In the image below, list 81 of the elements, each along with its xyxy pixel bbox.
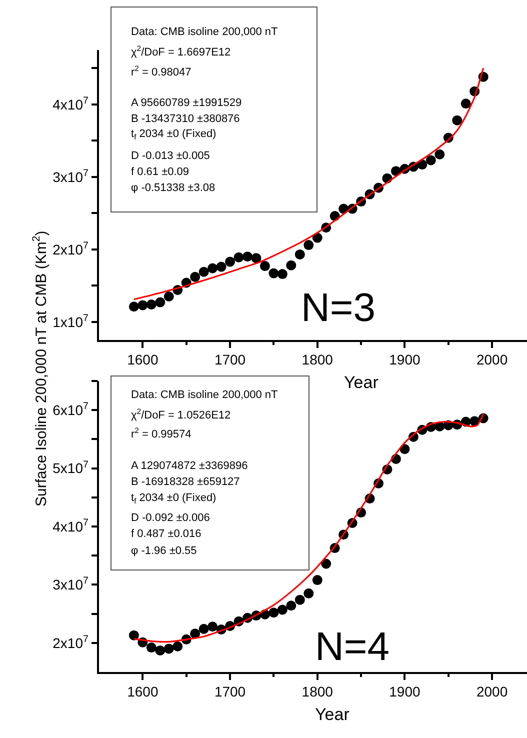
annotation: D -0.013 ±0.005 <box>131 150 210 162</box>
point <box>164 292 174 302</box>
annotation: N=3 <box>301 286 376 330</box>
y-tick-label: 5x10$^{7}$ <box>52 459 88 476</box>
x-tick-label: 1600 <box>127 352 158 368</box>
point <box>260 261 270 272</box>
point <box>304 240 314 250</box>
annotation: t$_{f}$ 2034 ±0 (Fixed) <box>131 492 216 506</box>
point <box>138 300 148 310</box>
point <box>268 608 279 618</box>
point <box>128 630 139 640</box>
point <box>304 588 314 598</box>
point <box>417 160 428 170</box>
annotation: χ$^{2}$/DoF = 1.0526E12 <box>131 407 231 422</box>
y-tick-label: 6x10$^{7}$ <box>52 401 88 418</box>
point <box>268 268 279 278</box>
point <box>225 256 236 267</box>
annotation: φ -0.51338 ±3.08 <box>131 182 216 194</box>
point <box>251 253 262 264</box>
point <box>146 299 156 310</box>
annotation: B -13437310 ±380876 <box>131 113 240 125</box>
point <box>286 260 296 270</box>
point <box>312 232 322 243</box>
point <box>208 622 218 632</box>
point <box>277 604 288 615</box>
point <box>155 297 166 308</box>
annotation: r$^{2}$ = 0.99574 <box>131 426 192 441</box>
x-axis-title: Year <box>344 373 379 392</box>
point <box>277 269 288 280</box>
annotation: A 129074872 ±3369896 <box>131 460 248 472</box>
y-tick-label: 3x10$^{7}$ <box>52 168 88 185</box>
annotation: D -0.092 ±0.006 <box>131 512 210 524</box>
point <box>294 594 305 605</box>
point <box>164 644 174 654</box>
point <box>208 263 218 274</box>
y-tick-label: 4x10$^{7}$ <box>52 518 88 534</box>
x-tick-label: 1900 <box>389 684 420 700</box>
x-tick-label: 1900 <box>389 352 420 368</box>
annotation: N=4 <box>315 625 390 669</box>
point <box>190 628 200 639</box>
point <box>434 149 445 160</box>
annotation: Data: CMB isoline 200,000 nT <box>131 389 278 401</box>
y-tick-label: 2x10$^{7}$ <box>52 240 88 258</box>
x-tick-label: 1700 <box>214 684 246 700</box>
annotation: f 0.61 ±0.09 <box>131 166 190 178</box>
point <box>294 249 305 260</box>
point <box>460 98 471 109</box>
x-axis-title: Year <box>315 705 350 724</box>
x-tick-label: 2000 <box>476 684 508 700</box>
point <box>198 624 209 634</box>
point <box>321 558 332 569</box>
y-tick-label: 3x10$^{7}$ <box>52 576 88 593</box>
annotation: r$^{2}$ = 0.98047 <box>131 64 192 79</box>
point <box>452 115 462 126</box>
point <box>155 645 166 656</box>
annotation: φ -1.96 ±0.55 <box>131 545 197 557</box>
annotation: f 0.487 ±0.016 <box>131 528 202 540</box>
x-tick-label: 1600 <box>127 684 158 700</box>
point <box>146 642 156 653</box>
text: Data: CMB isoline 200,000 nT <box>131 26 278 38</box>
x-tick-label: 1800 <box>302 684 334 700</box>
x-tick-label: 2000 <box>476 352 508 368</box>
point <box>242 252 252 262</box>
point <box>286 600 296 611</box>
x-tick-label: 1800 <box>302 352 334 368</box>
x-tick-label: 1700 <box>214 352 246 368</box>
annotation: A 95660789 ±1991529 <box>131 97 242 109</box>
point <box>426 155 436 166</box>
point <box>128 302 139 312</box>
y-tick-label: 2x10$^{7}$ <box>52 634 88 651</box>
y-tick-label: 4x10$^{7}$ <box>52 95 88 112</box>
point <box>234 252 244 262</box>
annotation: t$_{f}$ 2034 ±0 (Fixed) <box>131 128 216 142</box>
y-tick-label: 1x10$^{7}$ <box>52 312 88 330</box>
point <box>198 266 209 277</box>
point <box>172 641 183 652</box>
point <box>216 262 226 272</box>
annotation: χ$^{2}$/DoF = 1.6697E12 <box>131 44 231 59</box>
annotation: B -16918328 ±659127 <box>131 476 240 488</box>
point <box>312 575 322 586</box>
point <box>190 272 200 282</box>
